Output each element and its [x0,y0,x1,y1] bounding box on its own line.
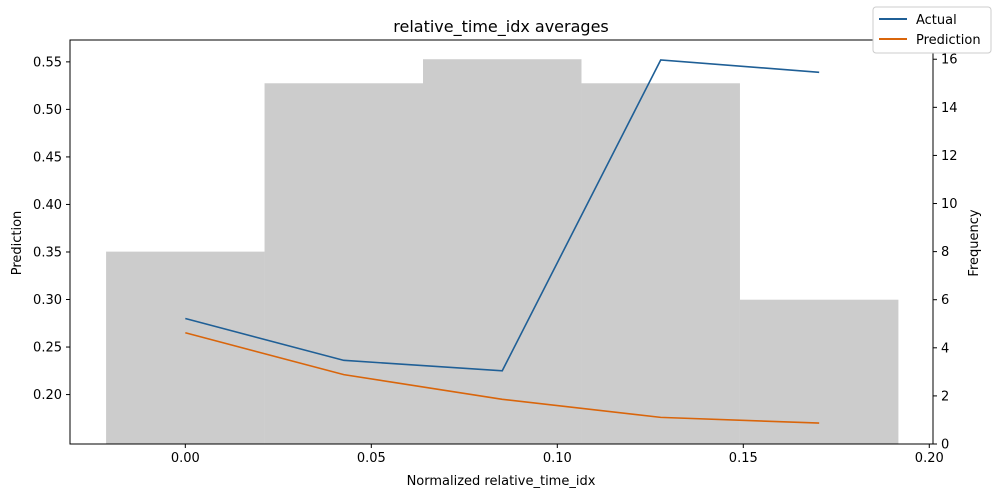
y-axis-right-label: Frequency [967,209,982,276]
y-left-tick-label-7: 0.55 [33,55,62,70]
x-tick-label-0: 0.00 [171,451,200,466]
y-left-tick-label-2: 0.30 [33,293,62,308]
y-right-tick-label-7: 14 [941,101,958,116]
y-left-tick-label-0: 0.20 [33,388,62,403]
y-left-tick-label-4: 0.40 [33,198,62,213]
plot-frame [69,39,934,445]
y-right-tick-label-4: 8 [941,245,949,260]
chart-title: relative_time_idx averages [393,17,609,37]
y-right-tick-label-0: 0 [941,438,949,453]
x-axis-label: Normalized relative_time_idx [407,474,596,489]
y-axis-left-label: Prediction [10,211,25,276]
series-line-actual [185,59,820,372]
x-tick-label-4: 0.20 [915,451,944,466]
y-right-tick-label-2: 4 [941,341,949,356]
y-right-tick-label-5: 10 [941,197,958,212]
y-left-tick-label-3: 0.35 [33,245,62,260]
y-right-tick-label-6: 12 [941,149,958,164]
line-layer [185,59,820,424]
y-axis-left: 0.20 0.25 0.30 0.35 0.40 0.45 0.50 0.55 [33,55,70,403]
histogram-layer [106,59,899,445]
histogram-bar-4 [739,299,899,444]
y-left-tick-label-6: 0.50 [33,103,62,118]
y-left-tick-label-1: 0.25 [33,341,62,356]
y-right-tick-label-3: 6 [941,293,949,308]
y-right-tick-label-1: 2 [941,389,949,404]
legend-label-prediction: Prediction [916,33,981,48]
histogram-bar-1 [264,83,424,445]
y-left-tick-label-5: 0.45 [33,150,62,165]
histogram-bar-0 [106,251,265,444]
histogram-bar-3 [581,83,740,445]
legend-label-actual: Actual [916,13,957,28]
x-tick-label-1: 0.05 [357,451,386,466]
histogram-bar-2 [423,59,582,444]
x-axis: 0.00 0.05 0.10 0.15 0.20 [171,444,944,466]
y-right-tick-label-8: 16 [941,53,958,68]
x-tick-label-3: 0.15 [729,451,758,466]
x-tick-label-2: 0.10 [543,451,572,466]
legend: Actual Prediction [872,6,992,54]
y-axis-right: 0 2 4 6 8 10 12 14 16 [933,53,958,453]
series-line-prediction [185,332,820,424]
